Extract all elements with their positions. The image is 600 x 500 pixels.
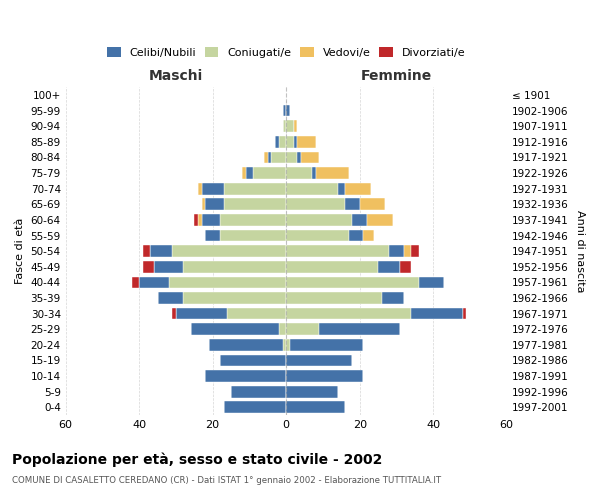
Bar (220, 354, 286, 366)
Bar (411, 246, 419, 257)
Bar (364, 230, 374, 241)
Bar (286, 120, 293, 132)
Bar (169, 276, 286, 288)
Bar (224, 198, 286, 210)
Bar (202, 183, 224, 194)
Bar (172, 308, 176, 320)
Bar (209, 339, 283, 350)
Text: Femmine: Femmine (361, 68, 432, 82)
Bar (319, 324, 400, 335)
Bar (220, 230, 286, 241)
Bar (293, 120, 297, 132)
Bar (286, 183, 338, 194)
Bar (301, 152, 319, 164)
Bar (268, 152, 271, 164)
Bar (172, 246, 286, 257)
Bar (286, 386, 338, 398)
Bar (367, 214, 393, 226)
Bar (286, 136, 293, 147)
Bar (205, 198, 224, 210)
Bar (132, 276, 139, 288)
Bar (293, 136, 297, 147)
Bar (279, 324, 286, 335)
Legend: Celibi/Nubili, Coniugati/e, Vedovi/e, Divorziati/e: Celibi/Nubili, Coniugati/e, Vedovi/e, Di… (104, 44, 469, 61)
Bar (404, 246, 411, 257)
Bar (150, 246, 172, 257)
Bar (286, 246, 389, 257)
Bar (297, 136, 316, 147)
Bar (286, 105, 290, 117)
Bar (139, 276, 169, 288)
Text: Popolazione per età, sesso e stato civile - 2002: Popolazione per età, sesso e stato civil… (12, 452, 382, 467)
Bar (224, 402, 286, 413)
Bar (349, 230, 364, 241)
Bar (360, 198, 385, 210)
Bar (220, 214, 286, 226)
Bar (275, 136, 279, 147)
Bar (316, 167, 349, 179)
Bar (352, 214, 367, 226)
Bar (286, 324, 319, 335)
Bar (271, 152, 286, 164)
Y-axis label: Anni di nascita: Anni di nascita (575, 210, 585, 292)
Bar (463, 308, 466, 320)
Text: Maschi: Maschi (149, 68, 203, 82)
Bar (246, 167, 253, 179)
Bar (202, 214, 220, 226)
Bar (345, 183, 371, 194)
Bar (283, 120, 286, 132)
Bar (242, 167, 246, 179)
Bar (312, 167, 316, 179)
Bar (286, 261, 378, 272)
Text: COMUNE DI CASALETTO CEREDANO (CR) - Dati ISTAT 1° gennaio 2002 - Elaborazione TU: COMUNE DI CASALETTO CEREDANO (CR) - Dati… (12, 476, 441, 485)
Y-axis label: Fasce di età: Fasce di età (15, 218, 25, 284)
Bar (143, 246, 150, 257)
Bar (176, 308, 227, 320)
Bar (382, 292, 404, 304)
Bar (224, 183, 286, 194)
Bar (297, 152, 301, 164)
Bar (158, 292, 183, 304)
Bar (202, 198, 205, 210)
Bar (279, 136, 286, 147)
Bar (198, 214, 202, 226)
Bar (205, 230, 220, 241)
Bar (205, 370, 286, 382)
Bar (286, 339, 290, 350)
Bar (154, 261, 183, 272)
Bar (286, 402, 345, 413)
Bar (286, 198, 345, 210)
Bar (378, 261, 400, 272)
Bar (286, 292, 382, 304)
Bar (338, 183, 345, 194)
Bar (400, 261, 411, 272)
Bar (286, 276, 419, 288)
Bar (231, 386, 286, 398)
Bar (283, 105, 286, 117)
Bar (290, 339, 364, 350)
Bar (389, 246, 404, 257)
Bar (419, 276, 444, 288)
Bar (191, 324, 279, 335)
Bar (345, 198, 360, 210)
Bar (253, 167, 286, 179)
Bar (194, 214, 198, 226)
Bar (227, 308, 286, 320)
Bar (283, 339, 286, 350)
Bar (286, 354, 352, 366)
Bar (286, 308, 411, 320)
Bar (411, 308, 463, 320)
Bar (286, 152, 297, 164)
Bar (286, 167, 312, 179)
Bar (286, 230, 349, 241)
Bar (264, 152, 268, 164)
Bar (183, 292, 286, 304)
Bar (198, 183, 202, 194)
Bar (286, 370, 364, 382)
Bar (286, 214, 352, 226)
Bar (143, 261, 154, 272)
Bar (183, 261, 286, 272)
